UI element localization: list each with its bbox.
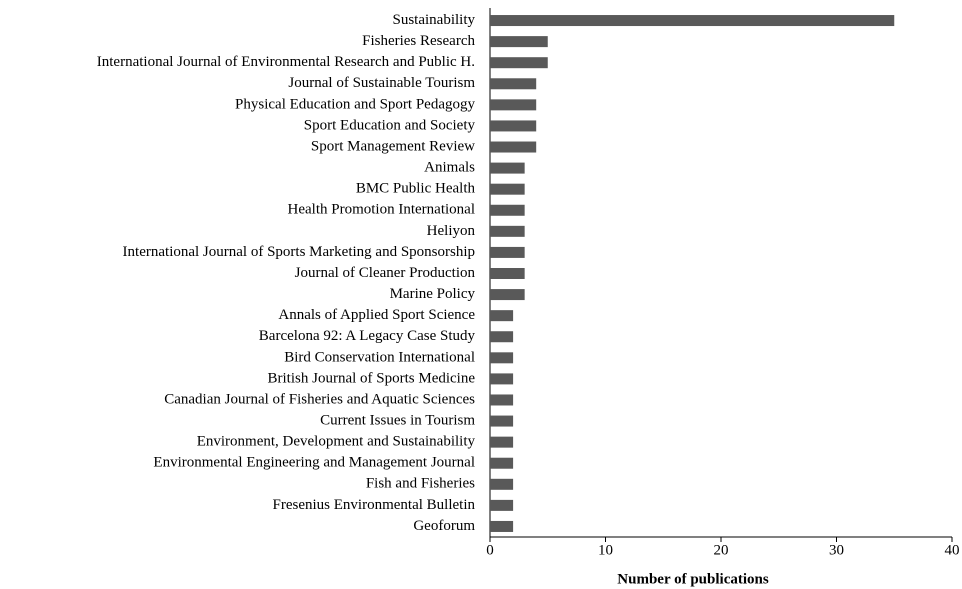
- bar: [490, 478, 514, 490]
- bar: [490, 289, 525, 301]
- bar: [490, 415, 514, 427]
- y-tick-label: Environmental Engineering and Management…: [153, 455, 475, 471]
- x-tick-label: 0: [486, 542, 494, 558]
- y-tick-label: Journal of Sustainable Tourism: [288, 75, 475, 91]
- bar: [490, 499, 514, 511]
- y-tick-label: Fisheries Research: [362, 33, 475, 49]
- y-tick-label: Fresenius Environmental Bulletin: [273, 497, 476, 513]
- y-tick-label: International Journal of Sports Marketin…: [123, 244, 475, 260]
- x-tick-label: 10: [598, 542, 613, 558]
- bar: [490, 310, 514, 322]
- bar: [490, 225, 525, 237]
- x-tick-label: 20: [714, 542, 729, 558]
- y-tick-label: Heliyon: [427, 223, 476, 239]
- bar: [490, 162, 525, 174]
- bar: [490, 457, 514, 469]
- y-tick-label: Annals of Applied Sport Science: [278, 307, 475, 323]
- bar: [490, 120, 537, 132]
- y-tick-label: Health Promotion International: [288, 202, 475, 218]
- y-tick-label: Geoforum: [413, 518, 475, 534]
- y-tick-label: Bird Conservation International: [284, 349, 475, 365]
- bar: [490, 57, 548, 69]
- bar: [490, 141, 537, 153]
- bar: [490, 15, 895, 27]
- y-tick-label: Current Issues in Tourism: [320, 412, 475, 428]
- bar: [490, 268, 525, 279]
- bar: [490, 331, 514, 343]
- x-axis-title: Number of publications: [617, 571, 769, 587]
- y-tick-label: Animals: [424, 160, 475, 176]
- bar: [490, 373, 514, 385]
- y-tick-label: Physical Education and Sport Pedagogy: [235, 96, 475, 112]
- bar: [490, 394, 514, 406]
- bar: [490, 183, 525, 195]
- y-tick-label: BMC Public Health: [356, 181, 476, 197]
- y-tick-label: Canadian Journal of Fisheries and Aquati…: [164, 391, 475, 407]
- bar: [490, 246, 525, 258]
- x-tick-label: 30: [829, 542, 844, 558]
- y-tick-label: Sport Management Review: [311, 138, 475, 154]
- y-tick-label: Fish and Fisheries: [366, 476, 475, 492]
- bar: [490, 78, 537, 90]
- bar: [490, 352, 514, 364]
- y-tick-label: Marine Policy: [390, 286, 476, 302]
- y-tick-label: Environment, Development and Sustainabil…: [197, 434, 476, 450]
- y-tick-label: Sport Education and Society: [304, 117, 476, 133]
- bar: [490, 520, 514, 532]
- bar: [490, 204, 525, 216]
- y-tick-label: International Journal of Environmental R…: [97, 54, 475, 70]
- x-tick-label: 40: [945, 542, 960, 558]
- y-tick-label: British Journal of Sports Medicine: [268, 370, 476, 386]
- bar: [490, 436, 514, 448]
- bar: [490, 36, 548, 48]
- y-tick-label: Journal of Cleaner Production: [295, 265, 476, 281]
- bar: [490, 99, 537, 111]
- y-tick-label: Barcelona 92: A Legacy Case Study: [259, 328, 476, 344]
- y-tick-label: Sustainability: [393, 12, 476, 28]
